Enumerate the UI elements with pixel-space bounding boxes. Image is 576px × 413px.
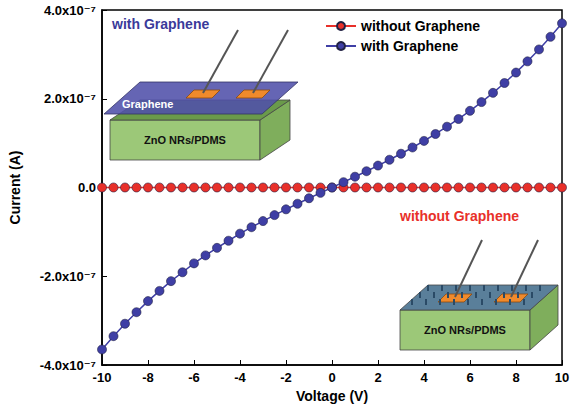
svg-text:-6: -6 (188, 370, 200, 385)
svg-text:8: 8 (512, 370, 519, 385)
svg-text:Current (A): Current (A) (7, 151, 23, 225)
svg-text:ZnO NRs/PDMS: ZnO NRs/PDMS (424, 324, 506, 336)
svg-text:-4.0x10⁻⁷: -4.0x10⁻⁷ (40, 358, 96, 373)
svg-text:-2.0x10⁻⁷: -2.0x10⁻⁷ (40, 269, 96, 284)
svg-text:6: 6 (466, 370, 473, 385)
svg-text:0: 0 (328, 370, 335, 385)
svg-text:without Graphene: without Graphene (360, 18, 480, 34)
svg-text:10: 10 (555, 370, 569, 385)
svg-text:-10: -10 (93, 370, 112, 385)
svg-text:Voltage (V): Voltage (V) (296, 388, 368, 404)
svg-text:-8: -8 (142, 370, 154, 385)
svg-text:with Graphene: with Graphene (111, 16, 209, 32)
svg-text:Graphene: Graphene (122, 98, 173, 110)
svg-text:-2: -2 (280, 370, 292, 385)
svg-text:without Graphene: without Graphene (399, 208, 519, 224)
svg-text:4.0x10⁻⁷: 4.0x10⁻⁷ (44, 3, 96, 18)
svg-text:2.0x10⁻⁷: 2.0x10⁻⁷ (44, 91, 96, 106)
svg-text:0.0: 0.0 (78, 180, 96, 195)
svg-text:ZnO NRs/PDMS: ZnO NRs/PDMS (144, 134, 226, 146)
svg-text:4: 4 (420, 370, 428, 385)
svg-text:with Graphene: with Graphene (360, 38, 458, 54)
svg-text:2: 2 (374, 370, 381, 385)
svg-text:-4: -4 (234, 370, 246, 385)
